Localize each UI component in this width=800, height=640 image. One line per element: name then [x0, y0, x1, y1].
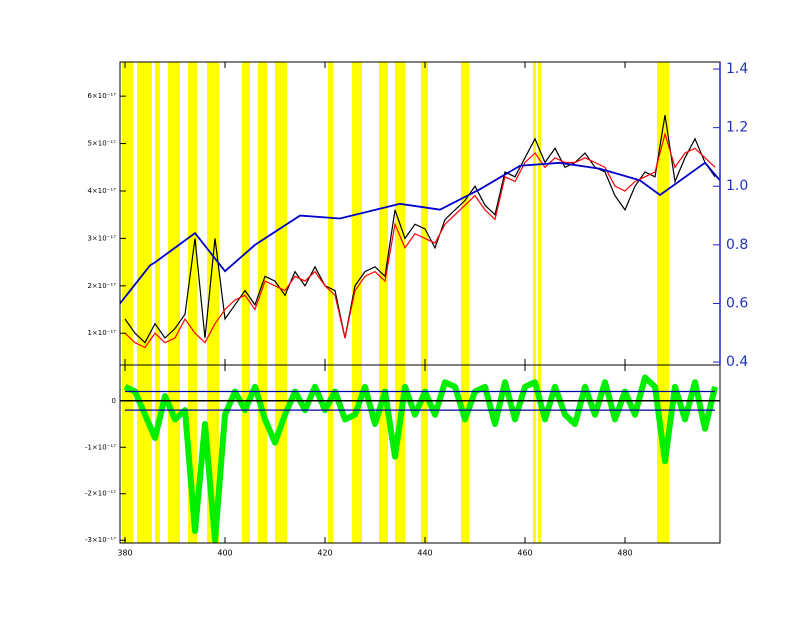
x-tick-label: 440	[417, 549, 432, 558]
mask-region	[122, 62, 133, 365]
mask-region	[533, 365, 536, 543]
y2-tick-label: 0.8	[726, 237, 748, 253]
mask-region	[379, 62, 388, 365]
mask-region	[328, 365, 333, 543]
x-tick-label: 460	[517, 549, 532, 558]
y-tick-label: -3×10⁻¹⁷	[85, 536, 116, 544]
mask-region	[275, 62, 287, 365]
mask-region	[168, 62, 180, 365]
mask-region	[461, 62, 469, 365]
mask-region	[352, 365, 362, 543]
plot-frame	[119, 364, 721, 544]
mask-region	[328, 62, 333, 365]
continuum-line	[119, 161, 721, 305]
y2-tick-label: 1.4	[726, 61, 748, 77]
y-tick-label: 5×10⁻¹⁷	[87, 140, 116, 148]
mask-region	[379, 365, 388, 543]
y-tick-label: 1×10⁻¹⁷	[87, 329, 116, 337]
mask-region	[155, 62, 160, 365]
y-tick-label: -2×10⁻¹⁷	[85, 490, 116, 498]
mask-region	[421, 365, 428, 543]
mask-region	[538, 365, 541, 543]
y2-tick-label: 1.0	[726, 178, 748, 194]
x-tick-label: 420	[317, 549, 332, 558]
mask-region	[395, 62, 405, 365]
spectrum-line	[124, 115, 716, 344]
spectrum-line	[124, 131, 716, 349]
mask-region	[533, 62, 536, 365]
y2-tick-label: 0.4	[726, 354, 748, 370]
y-tick-label: 0	[112, 397, 116, 405]
y2-tick-label: 0.6	[726, 295, 748, 311]
mask-region	[242, 62, 250, 365]
mask-region	[395, 365, 405, 543]
y-tick-label: -1×10⁻¹⁷	[85, 443, 116, 451]
y-tick-label: 4×10⁻¹⁷	[87, 187, 116, 195]
y-tick-label: 3×10⁻¹⁷	[87, 234, 116, 242]
x-tick-label: 480	[617, 549, 632, 558]
mask-region	[122, 365, 133, 543]
x-tick-label: 400	[217, 549, 232, 558]
mask-region	[155, 365, 160, 543]
residual-line	[123, 374, 718, 544]
mask-region	[137, 62, 152, 365]
y2-tick-label: 1.2	[726, 120, 748, 136]
mask-region	[258, 62, 267, 365]
mask-region	[188, 62, 197, 365]
mask-region	[188, 365, 197, 543]
mask-region	[242, 365, 250, 543]
x-tick-label: 380	[117, 549, 132, 558]
mask-region	[421, 62, 428, 365]
mask-region	[538, 62, 541, 365]
y-tick-label: 6×10⁻¹⁷	[87, 92, 116, 100]
mask-region	[657, 62, 669, 365]
y-tick-label: 2×10⁻¹⁷	[87, 282, 116, 290]
mask-region	[258, 365, 267, 543]
mask-region	[461, 365, 469, 543]
